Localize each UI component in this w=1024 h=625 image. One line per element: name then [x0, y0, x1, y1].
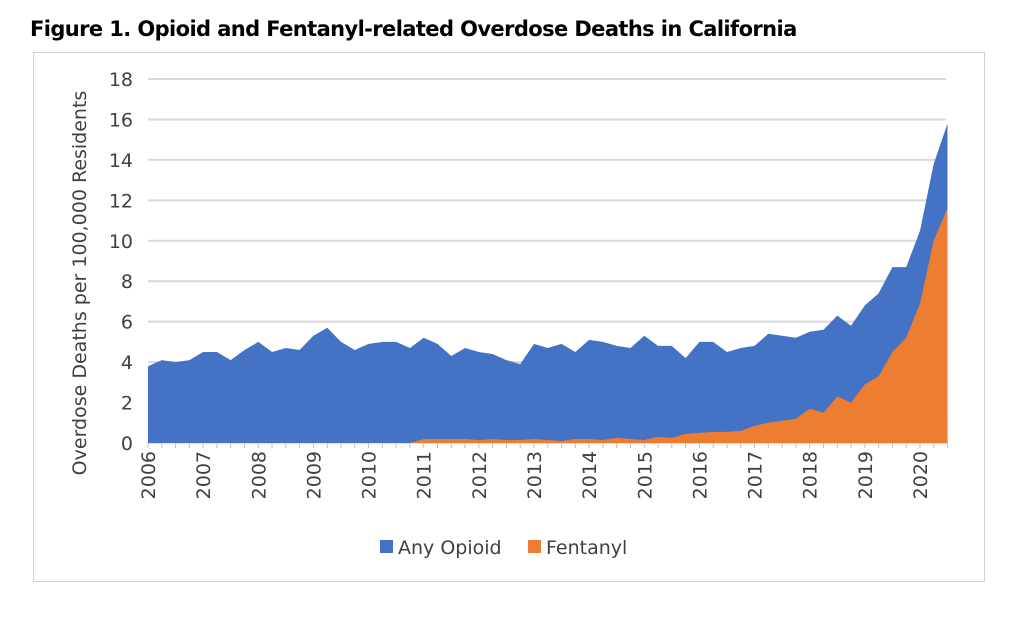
x-tick-label: 2016 [689, 451, 711, 499]
y-tick-label: 2 [121, 393, 133, 415]
x-tick-label: 2010 [359, 451, 381, 499]
x-tick-label: 2018 [800, 451, 822, 499]
y-tick-label: 8 [121, 271, 133, 293]
x-tick-label: 2013 [524, 451, 546, 499]
y-tick-label: 16 [109, 109, 133, 131]
x-tick-label: 2007 [193, 451, 215, 499]
x-tick-label: 2006 [138, 451, 160, 499]
x-tick-label: 2020 [910, 451, 932, 499]
figure-title: Figure 1. Opioid and Fentanyl-related Ov… [30, 17, 797, 41]
x-tick-label: 2009 [303, 451, 325, 499]
areas [148, 123, 948, 443]
legend: Any Opioid Fentanyl [380, 537, 627, 559]
x-tick-labels: 2006 2007 2008 2009 2010 2011 2012 2013 2014 2015… [138, 451, 932, 499]
y-tick-label: 12 [109, 190, 133, 212]
x-tick-label: 2011 [414, 451, 436, 499]
y-axis-label: Overdose Deaths per 100,000 Residents [69, 91, 91, 476]
y-tick-label: 0 [121, 433, 133, 455]
legend-swatch [380, 540, 393, 553]
x-tick-label: 2019 [855, 451, 877, 499]
y-tick-label: 10 [109, 231, 133, 253]
legend-label: Fentanyl [546, 537, 627, 559]
area-fentanyl [148, 208, 948, 443]
y-tick-labels: 0 2 4 6 8 10 12 14 16 18 [109, 69, 133, 455]
x-tick-label: 2008 [248, 451, 270, 499]
x-tick-label: 2014 [579, 451, 601, 499]
legend-label: Any Opioid [398, 537, 502, 559]
x-tick-label: 2015 [634, 451, 656, 499]
y-tick-label: 6 [121, 312, 133, 334]
y-tick-label: 18 [109, 69, 133, 91]
legend-swatch [528, 540, 541, 553]
y-tick-label: 14 [109, 150, 133, 172]
x-tick-label: 2017 [745, 451, 767, 499]
x-tick-label: 2012 [469, 451, 491, 499]
chart-frame [33, 52, 985, 582]
area-any-opioid [148, 123, 948, 443]
y-tick-label: 4 [121, 352, 133, 374]
